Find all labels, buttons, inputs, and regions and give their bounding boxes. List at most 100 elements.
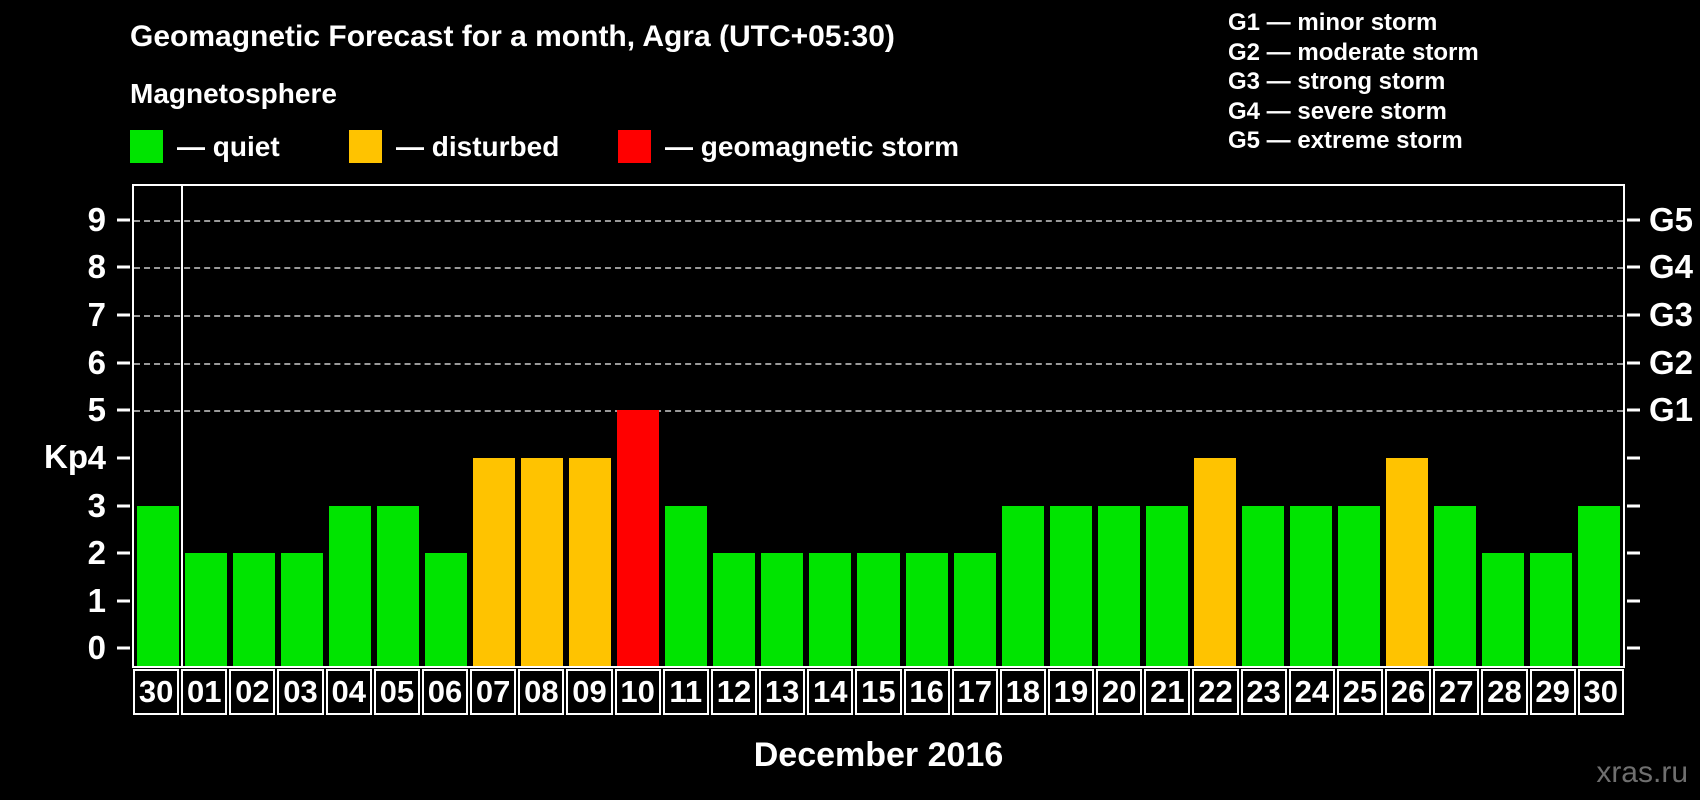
y-axis-title: Kp <box>44 438 88 475</box>
date-cell-25: 25 <box>1336 669 1384 715</box>
kp-bar-09 <box>569 457 612 666</box>
date-cell-04: 04 <box>325 669 372 715</box>
gridline-kp9 <box>134 219 1623 222</box>
kp-bar-21 <box>1145 505 1188 666</box>
y-tick-right-5 <box>1627 408 1640 412</box>
y-tick-right-0 <box>1627 646 1640 650</box>
kp-bar-26 <box>1385 457 1428 666</box>
kp-bar-22 <box>1193 457 1236 666</box>
g-level-label-g5: G5 <box>1649 200 1694 238</box>
y-tick-right-7 <box>1627 313 1640 317</box>
date-cell-22: 22 <box>1192 669 1239 715</box>
date-cell-19: 19 <box>1047 669 1095 715</box>
y-tick-left-7 <box>117 313 130 317</box>
date-cell-03: 03 <box>277 669 324 715</box>
kp-bar-14 <box>809 553 852 666</box>
date-cell-11: 11 <box>662 669 709 715</box>
y-tick-right-9 <box>1627 218 1640 222</box>
y-tick-right-1 <box>1627 599 1640 603</box>
y-tick-left-9 <box>117 218 130 222</box>
storm-scale-g1: G1 — minor storm <box>1228 9 1438 36</box>
date-cell-06: 06 <box>421 669 469 715</box>
storm-scale-g4: G4 — severe storm <box>1228 97 1447 125</box>
kp-legend: — quiet — disturbed — geomagnetic storm <box>0 130 1700 170</box>
y-tick-label-6: 6 <box>87 343 106 381</box>
date-cell-18: 18 <box>999 669 1046 715</box>
date-cell-29: 29 <box>1529 669 1576 715</box>
y-tick-right-8 <box>1627 265 1640 269</box>
y-tick-left-4 <box>117 456 130 460</box>
date-cell-20: 20 <box>1096 669 1143 715</box>
y-tick-right-3 <box>1627 504 1640 508</box>
kp-bar-05 <box>377 505 420 666</box>
legend-item-storm: — geomagnetic storm <box>618 130 959 163</box>
magnetosphere-label: Magnetosphere <box>130 78 337 109</box>
y-tick-left-1 <box>117 599 130 603</box>
date-cell-30: 30 <box>1577 669 1624 715</box>
kp-bar-03 <box>281 553 324 666</box>
gridline-kp8 <box>134 267 1623 270</box>
date-cell-12: 12 <box>710 669 758 715</box>
g-level-label-g4: G4 <box>1649 248 1694 286</box>
kp-bar-07 <box>473 457 516 666</box>
y-tick-label-1: 1 <box>87 581 106 619</box>
legend-item-quiet: — quiet <box>130 130 280 163</box>
watermark: xras.ru <box>1596 756 1688 789</box>
plot-area: 0 1 2 3 4 5 6 7 8 9 G1 G2 G3 G4 G5 <box>88 184 1693 668</box>
gridline-kp7 <box>134 315 1623 318</box>
date-cell-09: 09 <box>566 669 613 715</box>
date-cell-21: 21 <box>1144 669 1191 715</box>
kp-bar-20 <box>1097 505 1140 666</box>
date-cell-16: 16 <box>903 669 950 715</box>
y-tick-right-2 <box>1627 551 1640 555</box>
date-cell-prev-30: 30 <box>133 669 180 715</box>
y-tick-right-6 <box>1627 361 1640 365</box>
y-tick-label-8: 8 <box>87 248 106 286</box>
kp-bar-18 <box>1001 505 1044 666</box>
y-tick-label-7: 7 <box>87 296 106 334</box>
date-cell-26: 26 <box>1385 669 1432 715</box>
g-level-label-g1: G1 <box>1649 391 1694 429</box>
storm-label: — geomagnetic storm <box>665 130 960 162</box>
kp-bar-28 <box>1481 553 1524 666</box>
kp-bar-17 <box>953 553 996 666</box>
y-tick-left-8 <box>117 265 130 269</box>
kp-bar-08 <box>521 457 564 666</box>
kp-bar-23 <box>1241 505 1284 666</box>
date-cell-10: 10 <box>614 669 661 715</box>
y-tick-right-4 <box>1627 456 1640 460</box>
date-cell-27: 27 <box>1433 669 1480 715</box>
date-cell-08: 08 <box>518 669 565 715</box>
storm-color-swatch <box>618 130 651 163</box>
kp-bar-25 <box>1337 505 1380 666</box>
date-cell-23: 23 <box>1240 669 1287 715</box>
y-tick-label-5: 5 <box>87 391 106 429</box>
date-cell-01: 01 <box>181 669 228 715</box>
date-cell-15: 15 <box>855 669 902 715</box>
kp-bar-12 <box>713 553 756 666</box>
date-cell-24: 24 <box>1288 669 1335 715</box>
kp-bar-02 <box>233 553 276 666</box>
kp-bar-29 <box>1529 553 1572 666</box>
kp-bar-15 <box>857 553 900 666</box>
kp-bar-10 <box>617 410 660 666</box>
kp-bar-30 <box>137 505 180 666</box>
y-tick-left-2 <box>117 551 130 555</box>
kp-bar-27 <box>1433 505 1476 666</box>
date-cell-02: 02 <box>229 669 276 715</box>
kp-bar-24 <box>1289 505 1332 666</box>
date-cell-17: 17 <box>951 669 998 715</box>
kp-bar-11 <box>665 505 708 666</box>
g-level-label-g3: G3 <box>1649 296 1694 334</box>
kp-bar-30 <box>1577 505 1620 666</box>
disturbed-label: — disturbed <box>396 130 560 162</box>
legend-item-disturbed: — disturbed <box>349 130 559 163</box>
date-cell-05: 05 <box>373 669 420 715</box>
kp-bar-13 <box>761 553 804 666</box>
quiet-label: — quiet <box>177 130 280 162</box>
y-tick-label-9: 9 <box>87 200 106 238</box>
date-cell-13: 13 <box>759 669 806 715</box>
kp-bar-04 <box>329 505 372 666</box>
x-axis-date-row: 30 01 02 03 04 05 06 07 08 09 10 11 12 13 14 15 16 17 18 19… <box>132 669 1625 715</box>
